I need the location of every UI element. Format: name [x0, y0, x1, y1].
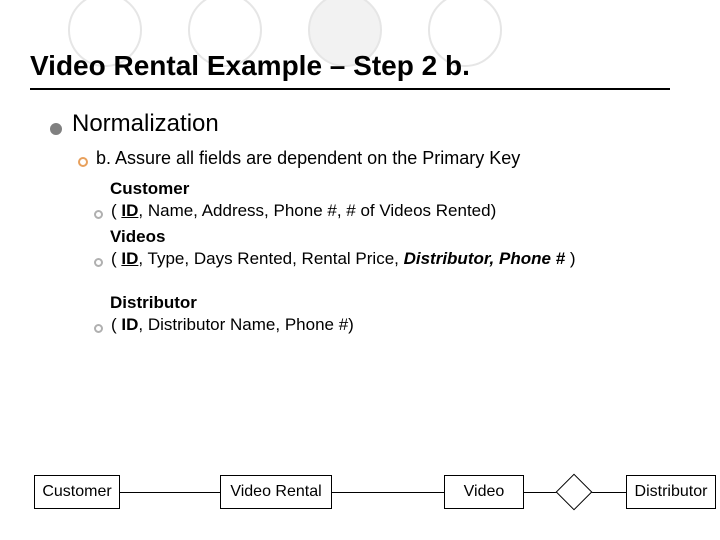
- fields-rest: , Type, Days Rented, Rental Price,: [138, 249, 403, 268]
- table-name-videos: Videos: [110, 227, 690, 247]
- erd-connector: [332, 492, 444, 493]
- bullet-sub-b-label: b. Assure all fields are dependent on th…: [96, 148, 520, 169]
- circle-bullet-icon: [78, 157, 88, 167]
- circle-bullet-icon: [94, 210, 103, 219]
- fields-rest: , Name, Address, Phone #, # of Videos Re…: [138, 201, 496, 220]
- erd-entity: Video Rental: [220, 475, 332, 509]
- erd-entity: Customer: [34, 475, 120, 509]
- paren-open: (: [111, 201, 121, 220]
- bullet-normalization: Normalization: [50, 110, 690, 138]
- table-fields-distributor-text: ( ID, Distributor Name, Phone #): [111, 315, 354, 335]
- erd-entity: Distributor: [626, 475, 716, 509]
- title-underline: [30, 88, 670, 90]
- table-name-customer: Customer: [110, 179, 690, 199]
- primary-key: ID: [121, 201, 138, 220]
- paren-open: (: [111, 315, 121, 334]
- circle-bullet-icon: [94, 324, 103, 333]
- primary-key-bold: ID: [121, 315, 138, 334]
- fields-bold-italic: Distributor, Phone #: [404, 249, 566, 268]
- slide-title: Video Rental Example – Step 2 b.: [30, 50, 470, 82]
- bullet-sub-b: b. Assure all fields are dependent on th…: [78, 148, 690, 169]
- table-fields-videos: ( ID, Type, Days Rented, Rental Price, D…: [94, 249, 690, 269]
- circle-bullet-icon: [94, 258, 103, 267]
- table-fields-videos-text: ( ID, Type, Days Rented, Rental Price, D…: [111, 249, 576, 269]
- table-fields-customer: ( ID, Name, Address, Phone #, # of Video…: [94, 201, 690, 221]
- paren-open: (: [111, 249, 121, 268]
- erd-relationship-diamond: [556, 474, 593, 511]
- table-name-distributor: Distributor: [110, 293, 690, 313]
- table-fields-customer-text: ( ID, Name, Address, Phone #, # of Video…: [111, 201, 496, 221]
- fields-rest: , Distributor Name, Phone #): [138, 315, 353, 334]
- erd-diagram: Customer Video Rental Video Distributor: [0, 462, 720, 522]
- disc-bullet-icon: [50, 123, 62, 135]
- spacer: [50, 273, 690, 287]
- erd-connector: [120, 492, 220, 493]
- primary-key: ID: [121, 249, 138, 268]
- bullet-normalization-label: Normalization: [72, 110, 219, 138]
- content-area: Normalization b. Assure all fields are d…: [50, 110, 690, 339]
- paren-close: ): [565, 249, 575, 268]
- table-fields-distributor: ( ID, Distributor Name, Phone #): [94, 315, 690, 335]
- erd-entity: Video: [444, 475, 524, 509]
